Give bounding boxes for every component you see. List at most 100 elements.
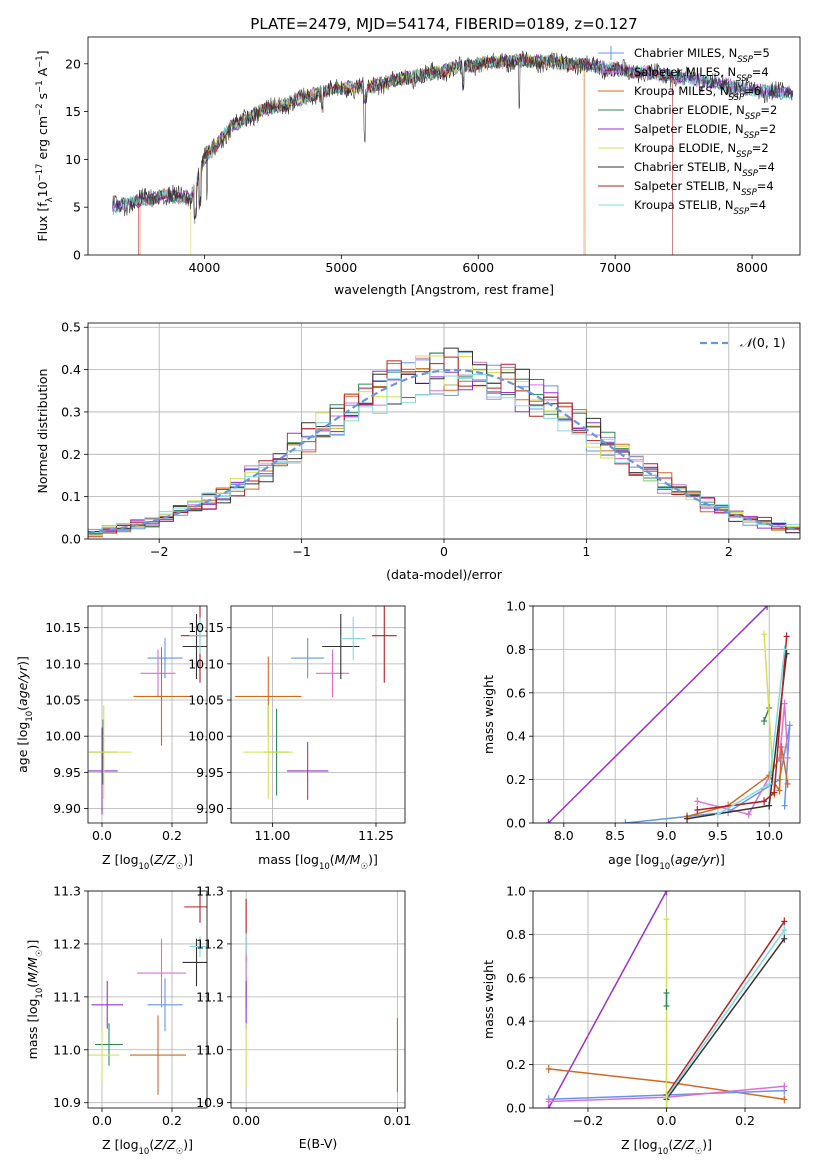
age-vs-mass-ytick-label: 10.00 bbox=[188, 729, 224, 744]
age-vs-Z-ylabel: age [log10(age/yr)] bbox=[15, 656, 35, 773]
massweight-vs-age-series-5 bbox=[763, 634, 776, 795]
massweight-vs-age-ylabel: mass weight bbox=[481, 675, 496, 754]
massweight-vs-age-xtick-label: 8.5 bbox=[605, 828, 625, 843]
spectrum-series-6 bbox=[112, 50, 794, 220]
residuals-ylabel: Normed distribution bbox=[35, 369, 50, 494]
mass-vs-Z-ytick-label: 11.3 bbox=[53, 884, 81, 899]
legend-entry-8: Kroupa STELIB, NSSP=4 bbox=[634, 198, 766, 217]
spectrum-xtick-label: 7000 bbox=[599, 260, 631, 275]
residuals-xtick-label: −1 bbox=[292, 544, 310, 559]
massweight-vs-Z-series-6 bbox=[665, 929, 785, 1098]
massweight-vs-age-series-7 bbox=[697, 636, 788, 811]
age-vs-Z-ytick-label: 10.10 bbox=[45, 656, 81, 671]
mass-vs-ebv-ytick-label: 11.0 bbox=[196, 1042, 224, 1057]
spectrum-ytick-label: 10 bbox=[65, 152, 81, 167]
massweight-vs-Z-xlabel: Z [log10(Z/Z☉)] bbox=[621, 1137, 712, 1157]
mass-vs-Z-xlabel: Z [log10(Z/Z☉)] bbox=[102, 1137, 193, 1157]
spectrum-ylabel: Flux [fλ10−17 erg cm−2 s−1 A−1] bbox=[35, 50, 55, 241]
mass-vs-Z-xtick-label: 0.0 bbox=[92, 1113, 112, 1128]
massweight-vs-age-series-4 bbox=[547, 606, 768, 823]
age-vs-Z-ytick-label: 10.15 bbox=[45, 620, 81, 635]
legend-entry-4: Salpeter ELODIE, NSSP=2 bbox=[634, 122, 776, 141]
mass-vs-ebv-frame bbox=[230, 890, 406, 1109]
spectrum-ytick-label: 0 bbox=[73, 248, 81, 263]
residuals-hist-7 bbox=[88, 356, 800, 534]
mass-vs-ebv-xtick-label: 0.01 bbox=[384, 1113, 412, 1128]
mass-vs-Z-ytick-label: 11.1 bbox=[53, 989, 81, 1004]
age-vs-mass-xtick-label: 11.00 bbox=[255, 828, 291, 843]
massweight-vs-Z-ytick-label: 0.4 bbox=[506, 1014, 526, 1029]
massweight-vs-age-ytick-label: 0.6 bbox=[506, 685, 526, 700]
spectrum-xtick-label: 8000 bbox=[736, 260, 768, 275]
legend-entry-5: Kroupa ELODIE, NSSP=2 bbox=[634, 141, 769, 160]
age-vs-mass-xtick-label: 11.25 bbox=[358, 828, 394, 843]
spectrum-ytick-label: 5 bbox=[73, 200, 81, 215]
massweight-vs-age-ytick-label: 0.0 bbox=[506, 816, 526, 831]
massweight-vs-age-ytick-label: 0.4 bbox=[506, 729, 526, 744]
spectrum-xlabel: wavelength [Angstrom, rest frame] bbox=[334, 282, 554, 297]
mass-vs-ebv-xlabel: E(B-V) bbox=[299, 1136, 338, 1151]
massweight-vs-age-ytick-label: 0.2 bbox=[506, 772, 526, 787]
mass-vs-ebv-ytick-label: 11.2 bbox=[196, 936, 224, 951]
residuals-xtick-label: 2 bbox=[725, 544, 733, 559]
massweight-vs-age-xtick-label: 10.0 bbox=[755, 828, 783, 843]
legend-entry-1: Salpeter MILES, NSSP=4 bbox=[634, 65, 769, 84]
residuals-ytick-label: 0.5 bbox=[61, 320, 81, 335]
age-vs-mass-ytick-label: 9.95 bbox=[196, 765, 224, 780]
residuals-ytick-label: 0.0 bbox=[61, 532, 81, 547]
age-vs-mass-frame bbox=[230, 605, 406, 824]
age-vs-Z-ytick-label: 9.95 bbox=[53, 765, 81, 780]
massweight-vs-Z-ytick-label: 1.0 bbox=[506, 884, 526, 899]
mass-vs-Z-xtick-label: 0.2 bbox=[162, 1113, 182, 1128]
age-vs-Z-ytick-label: 9.90 bbox=[53, 801, 81, 816]
legend-entry-0: Chabrier MILES, NSSP=5 bbox=[634, 46, 770, 65]
residuals-legend-label: 𝒩(0, 1) bbox=[740, 335, 786, 350]
residuals-ytick-label: 0.1 bbox=[61, 489, 81, 504]
age-vs-Z-xtick-label: 0.0 bbox=[92, 828, 112, 843]
spectrum-ytick-label: 15 bbox=[65, 104, 81, 119]
age-vs-mass-ytick-label: 10.15 bbox=[188, 620, 224, 635]
chart-title: PLATE=2479, MJD=54174, FIBERID=0189, z=0… bbox=[250, 15, 637, 33]
age-vs-Z-ytick-label: 10.00 bbox=[45, 729, 81, 744]
residuals-xtick-label: 0 bbox=[440, 544, 448, 559]
mass-vs-Z-ytick-label: 11.2 bbox=[53, 936, 81, 951]
age-vs-Z-xtick-label: 0.2 bbox=[162, 828, 182, 843]
massweight-vs-age-xtick-label: 8.0 bbox=[554, 828, 574, 843]
massweight-vs-age-ytick-label: 0.8 bbox=[506, 642, 526, 657]
spectrum-frame bbox=[87, 36, 801, 256]
massweight-vs-Z-ytick-label: 0.8 bbox=[506, 927, 526, 942]
age-vs-Z-xlabel: Z [log10(Z/Z☉)] bbox=[102, 852, 193, 872]
mass-vs-ebv-xtick-label: 0.00 bbox=[232, 1113, 260, 1128]
massweight-vs-age-ytick-label: 1.0 bbox=[506, 599, 526, 614]
age-vs-Z-frame bbox=[87, 605, 208, 824]
massweight-vs-Z-ytick-label: 0.2 bbox=[506, 1057, 526, 1072]
spectrum-xtick-label: 5000 bbox=[325, 260, 357, 275]
residuals-hist-2 bbox=[88, 352, 800, 538]
massweight-vs-age-xlabel: age [log10(age/yr)] bbox=[608, 852, 725, 872]
mass-vs-ebv-ytick-label: 11.1 bbox=[196, 989, 224, 1004]
mass-vs-ebv-ytick-label: 10.9 bbox=[196, 1095, 224, 1110]
age-vs-mass-ytick-label: 10.10 bbox=[188, 656, 224, 671]
massweight-vs-Z-ylabel: mass weight bbox=[481, 960, 496, 1039]
residuals-xlabel: (data-model)/error bbox=[386, 567, 503, 582]
reference-normal-curve bbox=[88, 368, 800, 534]
massweight-vs-Z-series-4 bbox=[665, 938, 785, 1100]
residuals-xtick-label: 1 bbox=[582, 544, 590, 559]
age-vs-mass-xlabel: mass [log10(M/M☉)] bbox=[258, 852, 378, 872]
legend-entry-7: Salpeter STELIB, NSSP=4 bbox=[634, 179, 774, 198]
massweight-vs-Z-xtick-label: −0.2 bbox=[573, 1113, 603, 1128]
spectrum-xtick-label: 4000 bbox=[188, 260, 220, 275]
residuals-ytick-label: 0.3 bbox=[61, 404, 81, 419]
residuals-xtick-label: −2 bbox=[150, 544, 168, 559]
massweight-vs-age-xtick-label: 9.0 bbox=[657, 828, 677, 843]
mass-vs-Z-ytick-label: 11.0 bbox=[53, 1042, 81, 1057]
mass-vs-Z-frame bbox=[87, 890, 208, 1109]
spectrum-xtick-label: 6000 bbox=[462, 260, 494, 275]
mass-vs-Z-ytick-label: 10.9 bbox=[53, 1095, 81, 1110]
legend-entry-3: Chabrier ELODIE, NSSP=2 bbox=[634, 103, 777, 122]
residuals-ytick-label: 0.2 bbox=[61, 447, 81, 462]
massweight-vs-age-series-0 bbox=[625, 725, 791, 823]
massweight-vs-age-xtick-label: 9.5 bbox=[708, 828, 728, 843]
massweight-vs-Z-xtick-label: 0.2 bbox=[735, 1113, 755, 1128]
